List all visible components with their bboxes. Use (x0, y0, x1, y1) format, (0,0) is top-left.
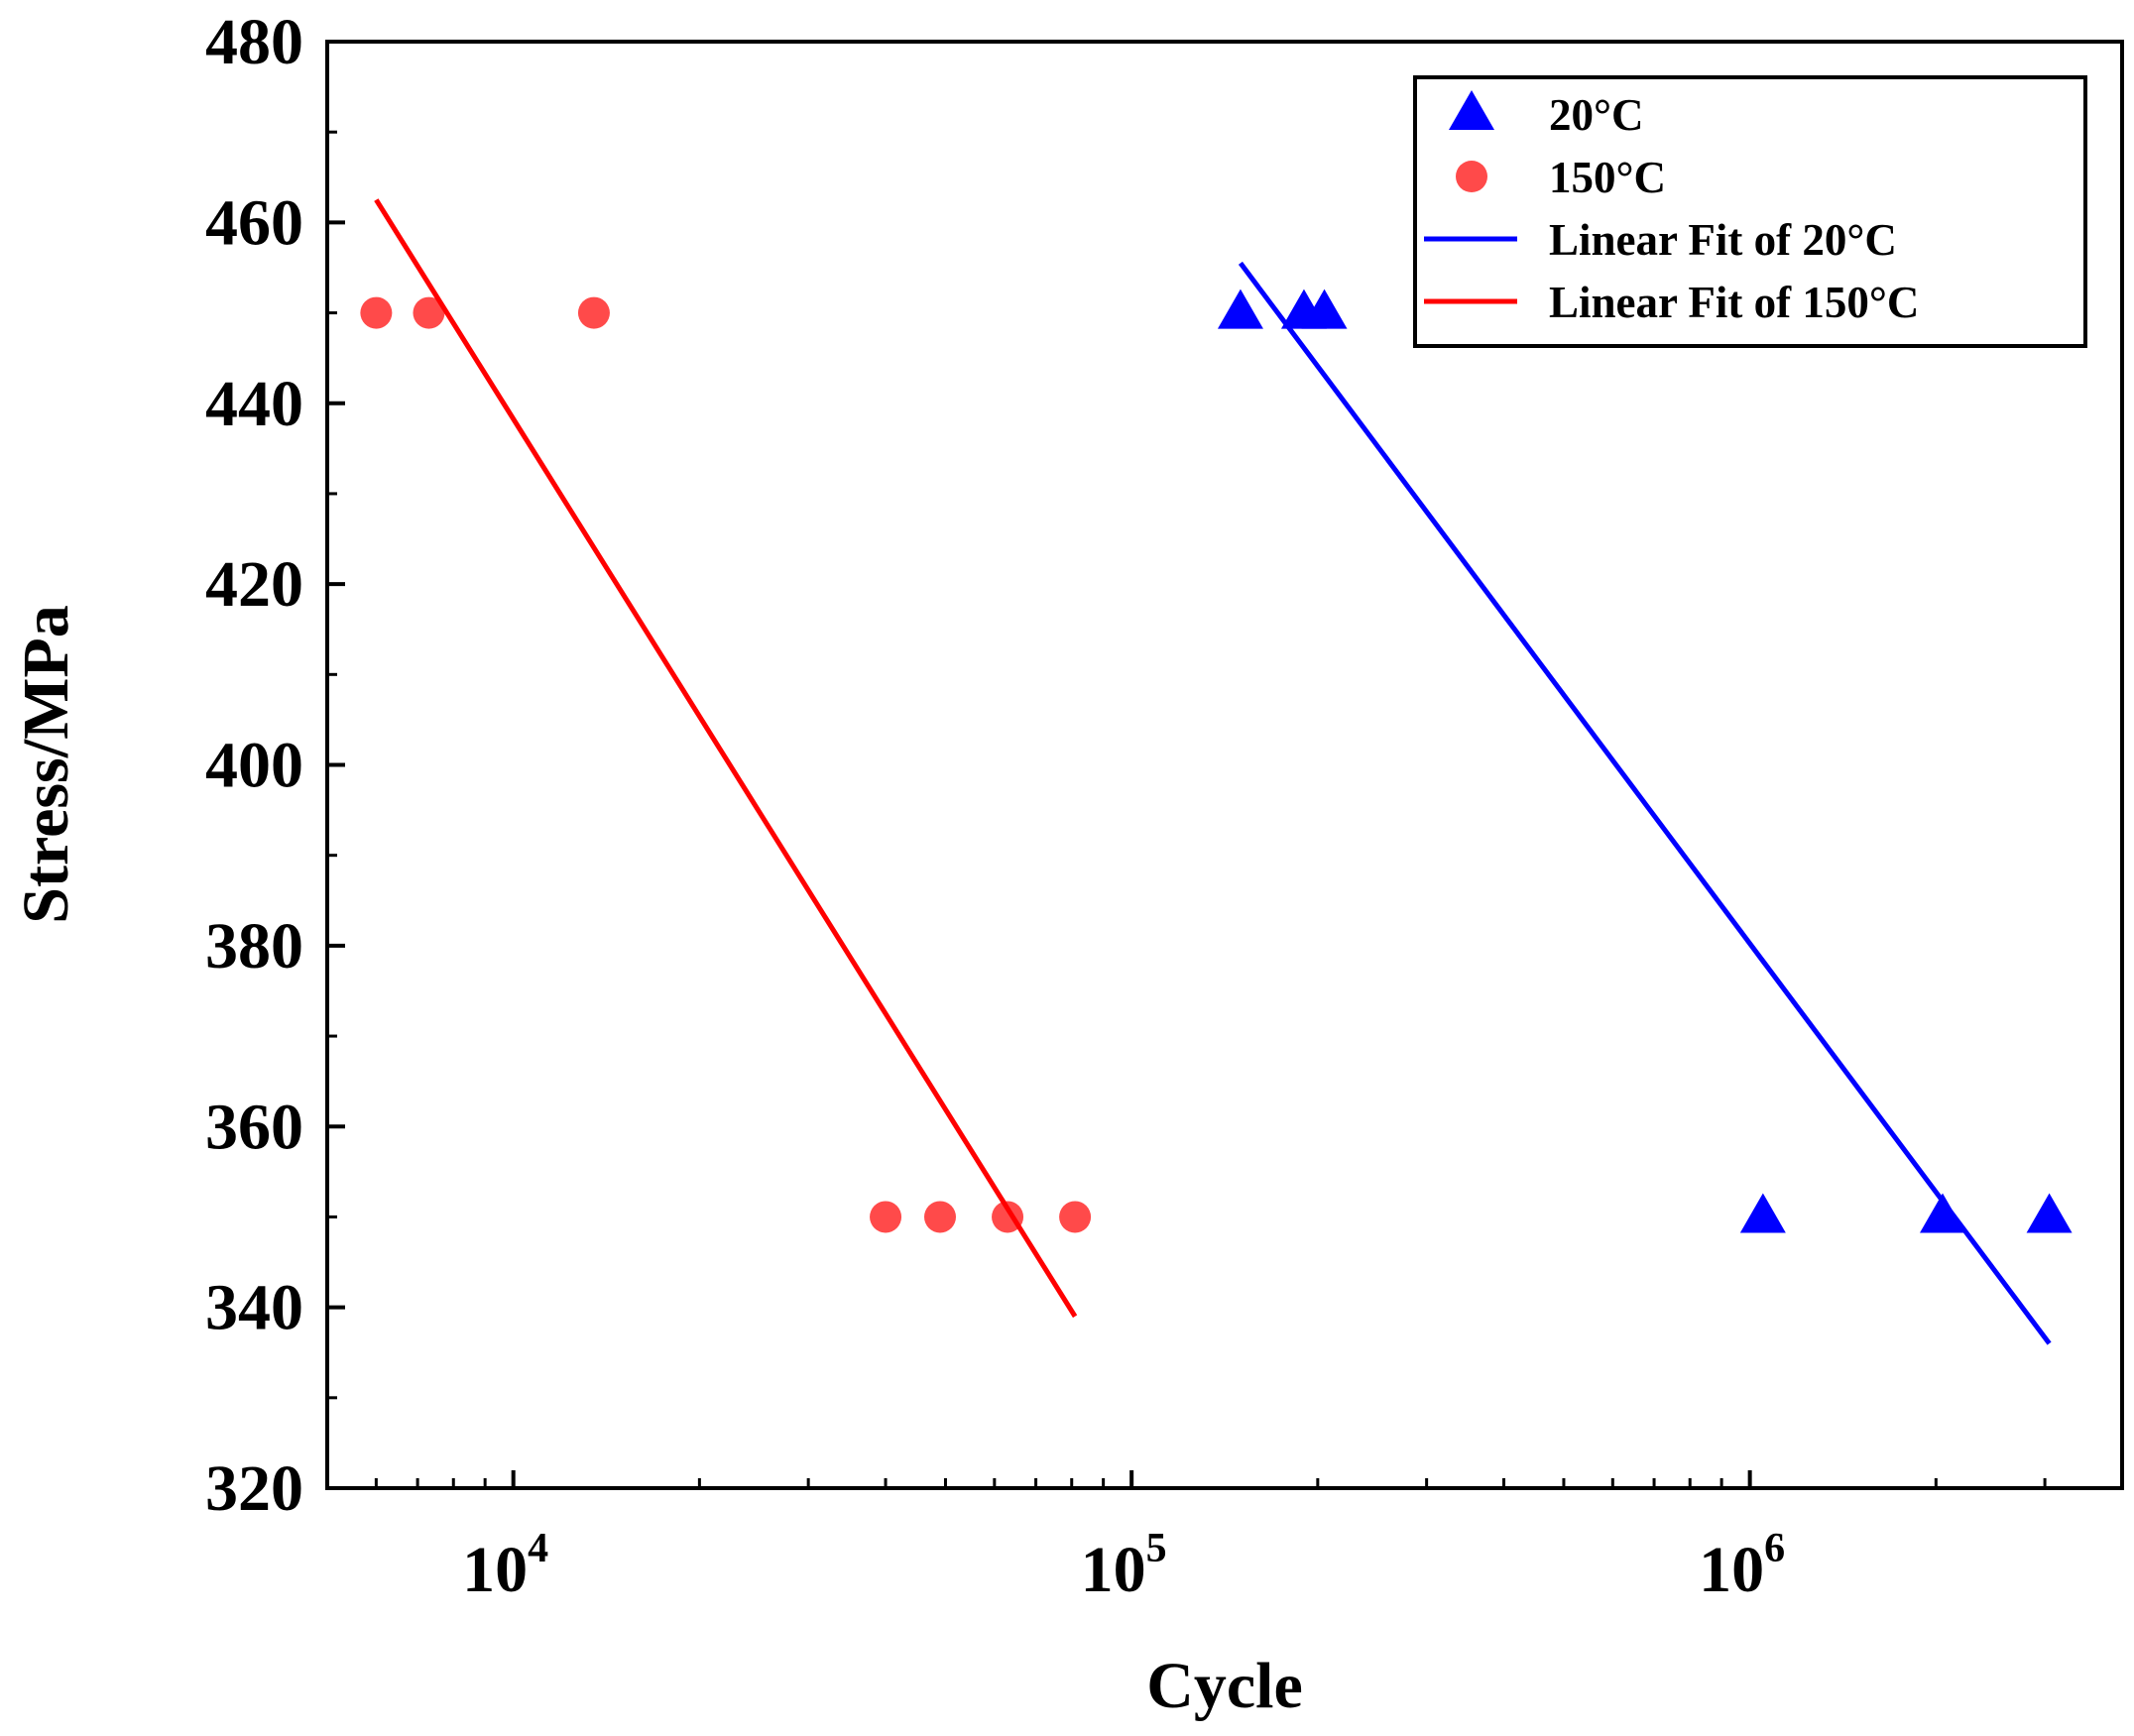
triangle-marker (2026, 1193, 2073, 1233)
x-axis-title: Cycle (1146, 1650, 1303, 1722)
series-20-c (1217, 289, 2073, 1233)
y-tick-label: 380 (205, 910, 303, 983)
circle-marker (924, 1201, 957, 1233)
series-linear-fit-of-150-c (374, 198, 1078, 1319)
series-150-c (360, 296, 1092, 1233)
triangle-marker (1217, 289, 1263, 329)
circle-marker (577, 296, 610, 329)
legend: 20°C 150°C Linear Fit of 20°C Linear Fit of… (1413, 75, 2087, 348)
legend-circle-swatch (1456, 161, 1487, 192)
circle-marker (360, 296, 393, 329)
y-tick-label: 420 (205, 548, 303, 621)
plot-frame (325, 40, 2124, 1490)
fit-line (1238, 261, 2052, 1345)
legend-label: 20°C (1549, 90, 1644, 140)
y-tick-label: 320 (205, 1452, 303, 1525)
legend-label: 150°C (1549, 153, 1666, 202)
circle-marker (413, 296, 445, 329)
x-tick-exponent: 6 (1764, 1526, 1785, 1571)
legend-box (1413, 75, 2087, 348)
triangle-marker (1301, 289, 1348, 329)
y-axis-title: Stress/MPa (10, 605, 82, 923)
circle-marker (1059, 1201, 1092, 1233)
y-tick-label: 460 (205, 186, 303, 259)
triangle-marker (1739, 1193, 1786, 1233)
series-linear-fit-of-20-c (1238, 261, 2052, 1345)
y-tick-label: 340 (205, 1272, 303, 1344)
x-tick-exponent: 4 (528, 1526, 548, 1571)
triangle-marker (1920, 1193, 1966, 1233)
series-layer (360, 198, 2073, 1345)
fit-line (374, 198, 1078, 1319)
x-tick-exponent: 5 (1146, 1526, 1167, 1571)
y-tick-label: 480 (205, 6, 303, 78)
y-tick-label: 360 (205, 1091, 303, 1163)
legend-triangle-swatch (1449, 90, 1494, 130)
y-tick-label: 440 (205, 368, 303, 440)
legend-label: Linear Fit of 150°C (1549, 278, 1919, 327)
circle-marker (870, 1201, 902, 1233)
legend-label: Linear Fit of 20°C (1549, 215, 1897, 265)
y-tick-label: 400 (205, 730, 303, 802)
